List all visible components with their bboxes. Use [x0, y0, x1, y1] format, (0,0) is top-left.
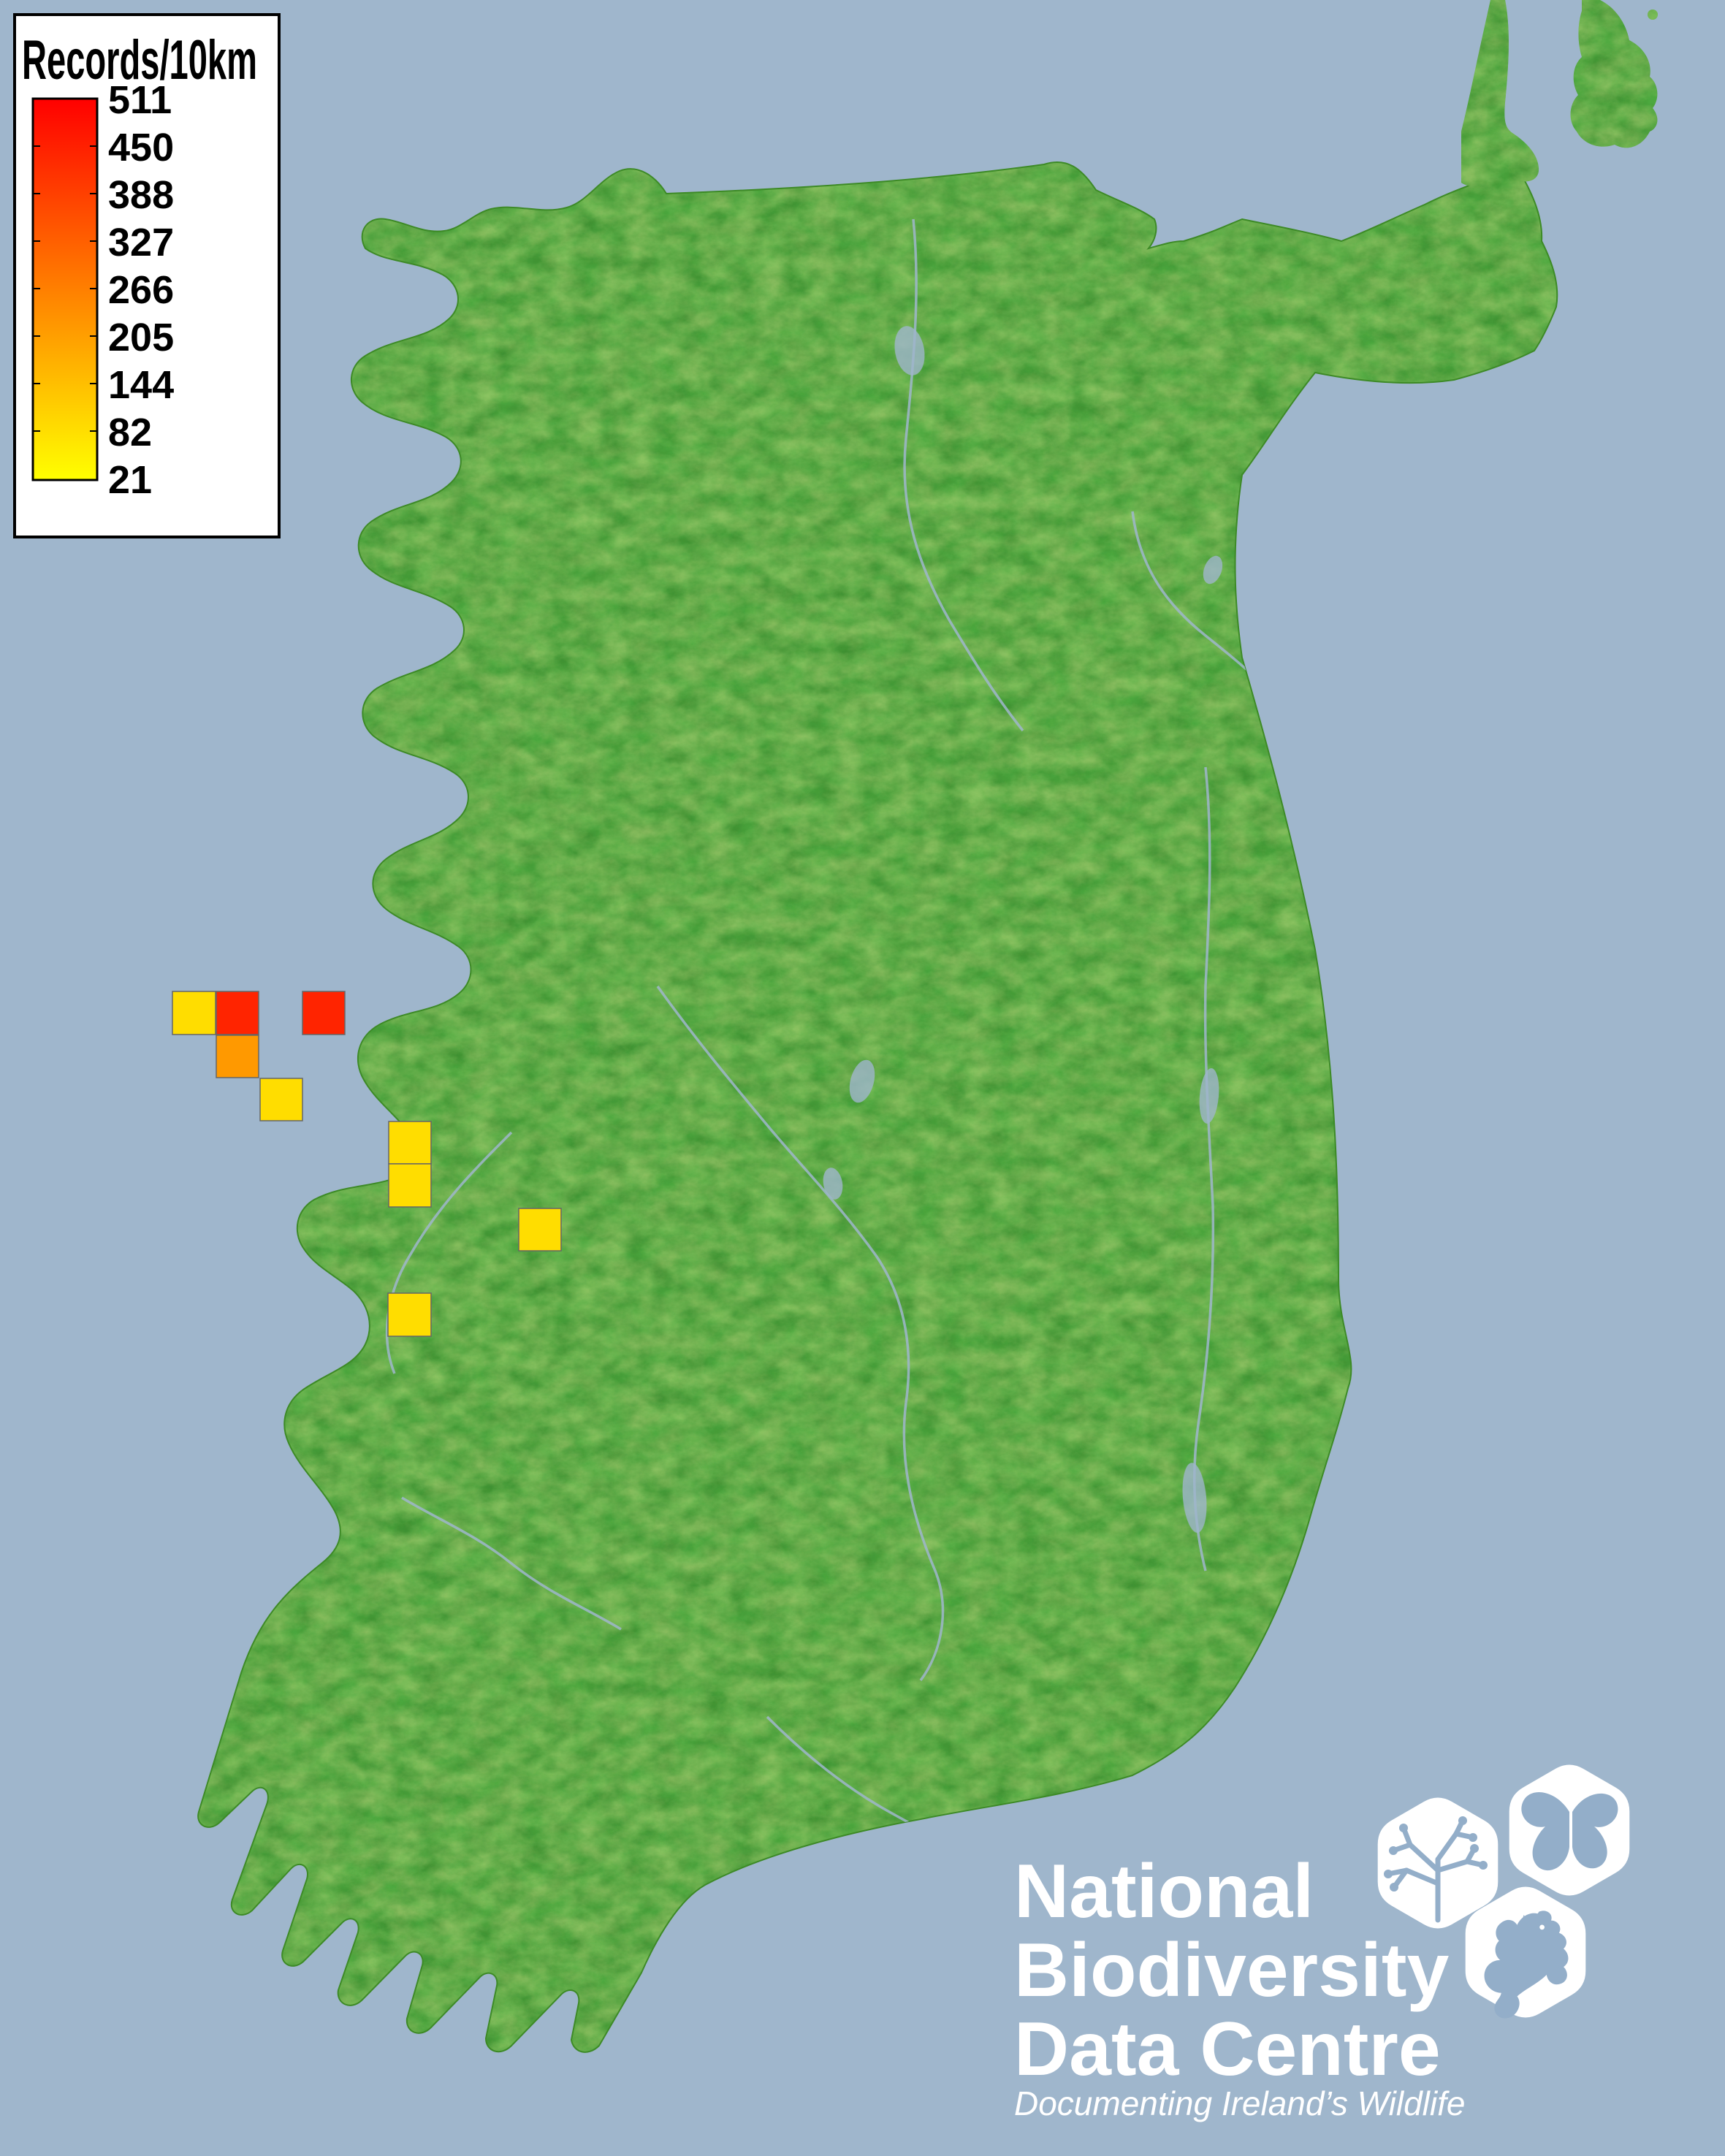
svg-text:511: 511	[108, 78, 172, 122]
svg-text:Data Centre: Data Centre	[1014, 2007, 1441, 2092]
svg-text:21: 21	[108, 458, 152, 502]
svg-text:Biodiversity: Biodiversity	[1014, 1928, 1449, 2013]
svg-text:National: National	[1014, 1849, 1314, 1934]
svg-text:Documenting Ireland’s Wildlife: Documenting Ireland’s Wildlife	[1014, 2084, 1465, 2122]
svg-text:144: 144	[108, 363, 174, 407]
svg-text:388: 388	[108, 173, 174, 217]
svg-text:82: 82	[108, 411, 152, 454]
svg-text:327: 327	[108, 221, 174, 264]
svg-text:205: 205	[108, 316, 174, 359]
svg-text:450: 450	[108, 126, 174, 169]
svg-text:266: 266	[108, 268, 174, 312]
